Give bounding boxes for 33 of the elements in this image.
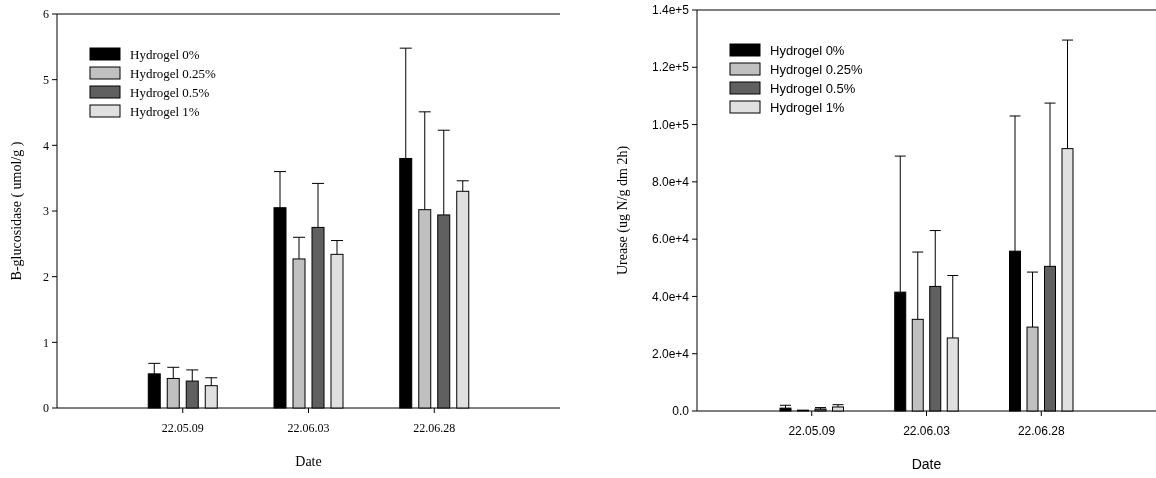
y-tick-label: 0 xyxy=(43,401,49,416)
x-tick-label: 22.06.03 xyxy=(903,424,951,438)
y-axis-title: Urease (ug N/g dm 2h) xyxy=(615,145,631,276)
legend-label: Hydrogel 0.5% xyxy=(130,84,210,100)
y-tick-label: 1.0e+5 xyxy=(651,117,690,132)
y-tick-label: 3 xyxy=(43,204,49,219)
y-tick-label: 1.4e+5 xyxy=(651,3,690,18)
x-axis-title: Date xyxy=(911,456,942,472)
y-tick-label: 1.2e+5 xyxy=(651,60,690,75)
legend-label: Hydrogel 1% xyxy=(770,99,845,115)
x-tick-label: 22.06.28 xyxy=(413,421,456,435)
y-tick-label: 1 xyxy=(43,335,49,350)
y-axis-title: B-glucosidase ( umol/g ) xyxy=(9,141,25,281)
legend-label: Hydrogel 1% xyxy=(130,103,200,119)
legend-label: Hydrogel 0% xyxy=(770,42,845,58)
legend-label: Hydrogel 0.5% xyxy=(770,80,856,96)
y-tick-label: 6.0e+4 xyxy=(651,232,690,247)
x-tick-label: 22.06.28 xyxy=(1017,424,1065,438)
y-tick-label: 8.0e+4 xyxy=(651,175,690,190)
x-tick-label: 22.05.09 xyxy=(788,424,836,438)
x-tick-label: 22.06.03 xyxy=(287,421,330,435)
y-tick-label: 2.0e+4 xyxy=(651,346,690,361)
legend-label: Hydrogel 0.25% xyxy=(770,61,863,77)
legend-label: Hydrogel 0% xyxy=(130,46,200,62)
legend-label: Hydrogel 0.25% xyxy=(130,65,217,81)
y-tick-label: 2 xyxy=(43,269,49,284)
x-tick-label: 22.05.09 xyxy=(161,421,204,435)
y-tick-label: 4 xyxy=(43,138,49,153)
y-tick-label: 6 xyxy=(43,7,49,22)
y-tick-label: 4.0e+4 xyxy=(651,289,690,304)
x-axis-title: Date xyxy=(295,454,322,469)
y-tick-label: 5 xyxy=(43,72,49,87)
y-tick-label: 0.0 xyxy=(672,404,690,419)
